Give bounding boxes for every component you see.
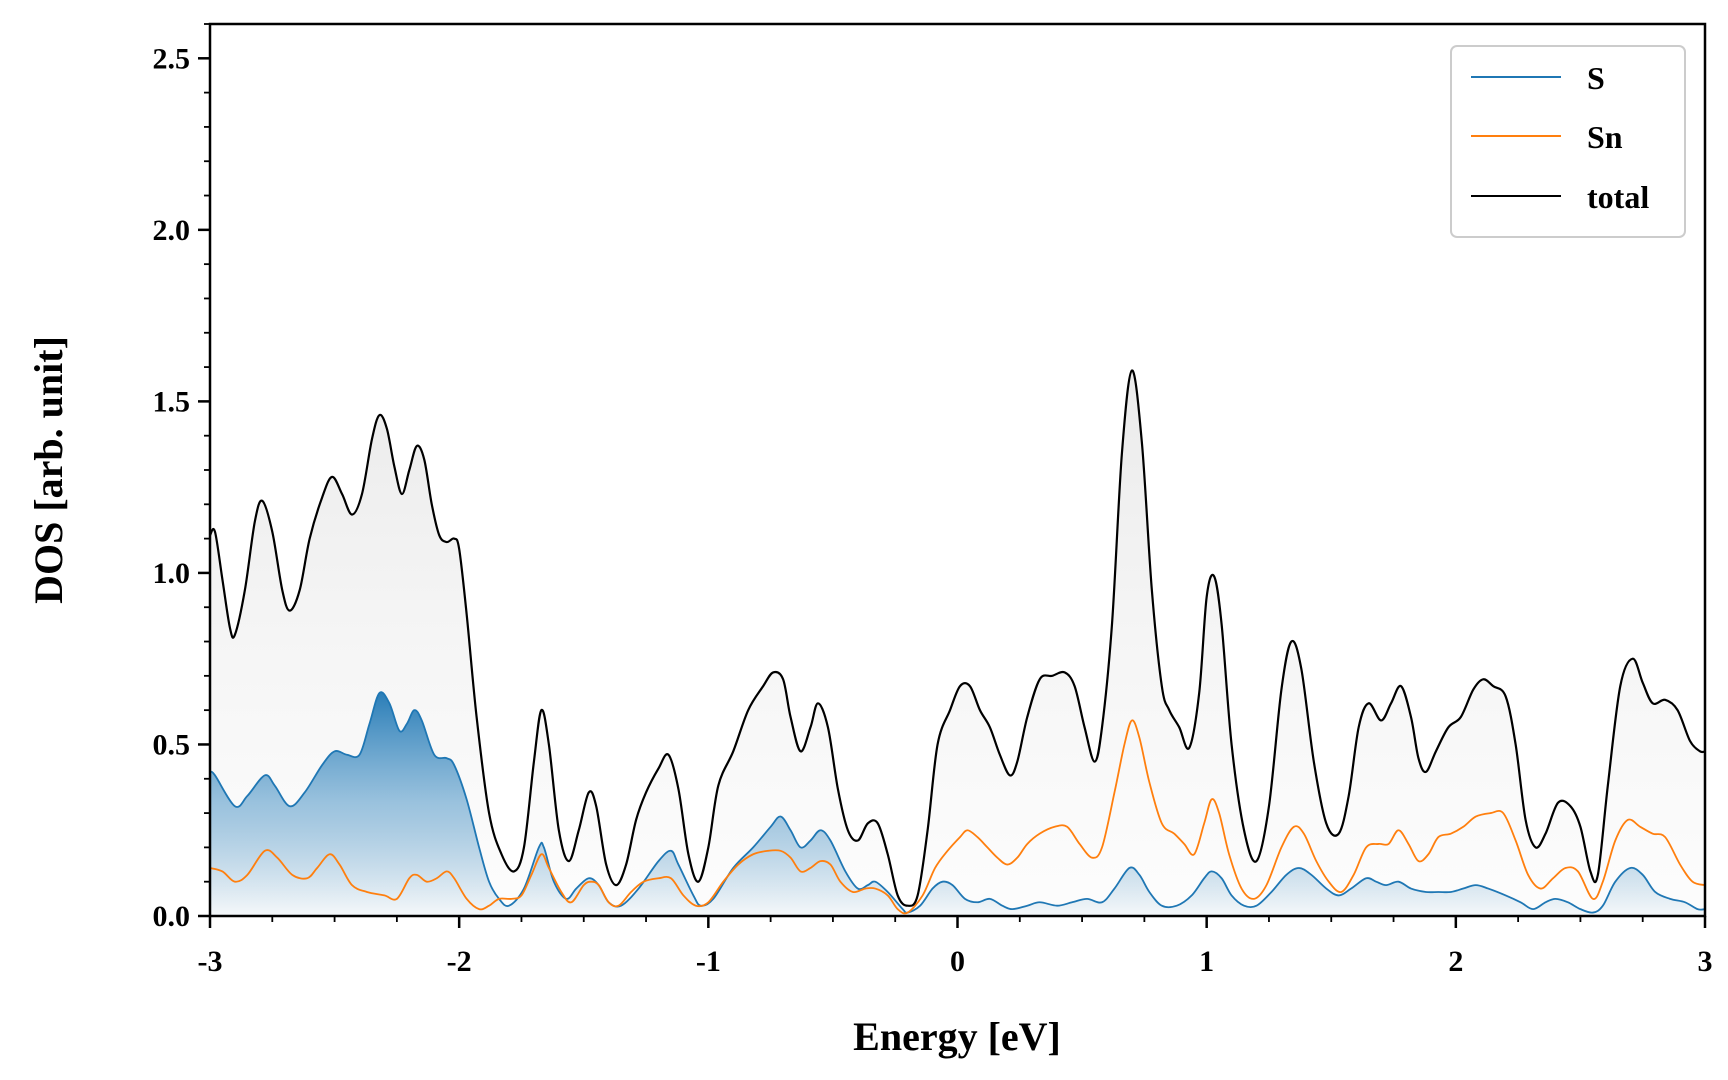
y-tick-label: 0.5: [153, 728, 191, 761]
legend-box: [1450, 45, 1686, 238]
series-line-s: [210, 691, 1705, 914]
y-tick-label: 2.0: [153, 214, 191, 247]
tick-labels: -3 -2 -1 0 1 2 3 0.0 0.5 1.0 1.5 2.0 2.5: [153, 42, 1713, 978]
legend: S Sn total: [1450, 45, 1686, 238]
legend-label-sn: Sn: [1587, 119, 1623, 155]
axis-ticks: [198, 23, 1707, 928]
y-tick-label: 2.5: [153, 42, 191, 75]
x-axis-title: Energy [eV]: [853, 1014, 1061, 1059]
x-tick-label: 0: [950, 945, 965, 978]
x-tick-label: -2: [447, 945, 472, 978]
y-tick-label: 0.0: [153, 900, 191, 933]
x-tick-label: 1: [1199, 945, 1214, 978]
y-axis-title: DOS [arb. unit]: [26, 336, 71, 604]
series-lines: [210, 369, 1705, 915]
y-tick-label: 1.0: [153, 557, 191, 590]
area-fills: [210, 370, 1705, 916]
series-line-sn: [210, 719, 1705, 915]
legend-label-s: S: [1587, 60, 1605, 96]
x-tick-label: 2: [1448, 945, 1463, 978]
area-fill-s: [210, 692, 1705, 916]
series-line-total: [210, 369, 1705, 907]
legend-label-total: total: [1587, 179, 1649, 215]
x-tick-label: 3: [1698, 945, 1713, 978]
y-tick-label: 1.5: [153, 385, 191, 418]
x-tick-label: -1: [696, 945, 721, 978]
x-tick-label: -3: [198, 945, 223, 978]
